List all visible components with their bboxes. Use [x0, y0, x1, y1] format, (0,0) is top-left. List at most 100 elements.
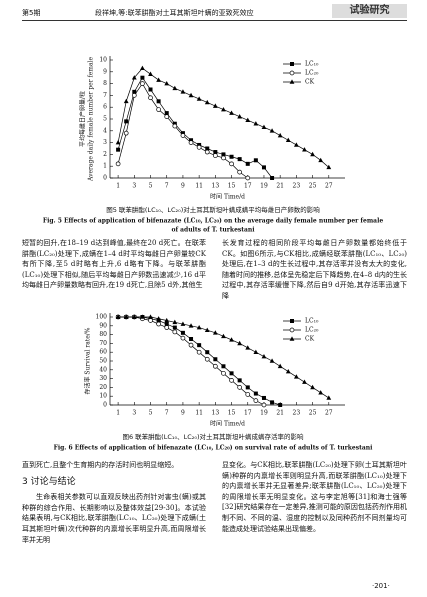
x-tick-label: 11: [195, 410, 203, 417]
y-tick-label: 6: [103, 104, 107, 111]
marker: [212, 330, 218, 335]
figure-caption-en: of adults of T. turkestani: [171, 227, 255, 234]
x-tick-label: 11: [195, 183, 203, 190]
legend-marker: [289, 70, 295, 76]
marker: [180, 133, 186, 138]
marker: [115, 314, 121, 319]
marker: [237, 340, 243, 346]
x-tick-label: 21: [276, 183, 284, 190]
paragraph: 短暂的回升,在18–19 d达到峰值,最终在20 d死亡。在联苯肼酯(LC₂₀)…: [22, 239, 206, 290]
marker: [205, 350, 210, 355]
marker: [131, 93, 137, 98]
marker: [164, 111, 169, 116]
x-tick-label: 19: [260, 410, 268, 417]
marker: [204, 327, 210, 332]
marker: [318, 157, 324, 163]
paragraph: 长发育过程的相同阶段平均每雌日产卵数量都始终低于CK。如图6所示,与CK相比,成…: [222, 239, 407, 300]
marker: [140, 75, 145, 80]
paragraph: 直到死亡,且整个生育期内的存活时间也明显缩短。: [22, 461, 179, 469]
marker: [237, 385, 243, 390]
x-tick-label: 3: [132, 183, 136, 190]
marker: [156, 77, 162, 82]
y-axis-label: 存活率 Survival rate/%: [84, 327, 92, 394]
marker: [140, 314, 145, 319]
y-tick-label: 30: [99, 375, 107, 382]
marker: [270, 176, 275, 180]
x-tick-label: 1: [116, 410, 120, 417]
marker: [293, 142, 299, 147]
marker: [132, 89, 137, 94]
x-tick-label: 13: [212, 410, 220, 417]
y-axis-label: 平均每雌日产卵量/粒: [79, 91, 87, 147]
x-axis-label: 时间 Time/d: [210, 420, 245, 428]
y-tick-label: 0: [103, 402, 107, 409]
marker: [196, 324, 202, 330]
marker: [124, 119, 129, 124]
page-number: ·201·: [372, 582, 390, 590]
marker: [326, 395, 332, 400]
marker: [245, 392, 251, 397]
marker: [302, 147, 307, 152]
legend-label: LC₂₀: [305, 327, 319, 334]
marker: [172, 329, 178, 335]
marker: [180, 335, 186, 341]
marker: [221, 370, 226, 376]
x-tick-label: 7: [165, 183, 169, 190]
marker: [277, 363, 283, 369]
marker: [270, 400, 275, 405]
x-tick-label: 15: [228, 183, 236, 190]
marker: [131, 75, 137, 80]
marker: [245, 175, 251, 181]
legend-marker: [290, 62, 294, 66]
running-title: 段祥坤,等:联苯肼酯对土耳其斯坦叶螨的亚致死效应: [95, 9, 254, 17]
marker: [196, 349, 202, 355]
x-tick-label: 13: [212, 183, 220, 190]
marker: [148, 318, 153, 323]
x-tick-label: 23: [293, 410, 301, 417]
marker: [140, 81, 145, 86]
marker: [148, 71, 153, 76]
marker: [123, 130, 129, 136]
marker: [229, 378, 234, 383]
marker: [245, 385, 250, 390]
marker: [148, 95, 153, 101]
issue: 第5期: [22, 9, 41, 17]
marker: [204, 149, 210, 155]
marker: [326, 164, 332, 170]
marker: [285, 368, 291, 374]
y-tick-label: 0: [103, 175, 107, 182]
marker: [140, 65, 145, 71]
x-tick-label: 1: [116, 183, 120, 190]
marker: [204, 356, 210, 362]
marker: [180, 131, 185, 136]
paragraph: 生命表相关参数可以直观反映出药剂针对害虫(螨)或其种群的综合作用、长期影响以及整…: [22, 493, 206, 544]
x-axis-label: 时间 Time/d: [210, 193, 245, 201]
marker: [237, 114, 243, 119]
marker: [164, 325, 170, 330]
marker: [261, 402, 267, 408]
marker: [196, 96, 202, 101]
marker: [116, 147, 121, 152]
marker: [123, 98, 129, 104]
marker: [164, 81, 170, 86]
figure-caption: 图5 联苯肼酯(LC₁₀、LC₂₀)对土耳其斯坦叶螨成螨平均每雌日产卵数的影响: [106, 205, 320, 214]
legend-label: CK: [305, 79, 315, 86]
marker: [148, 314, 153, 319]
marker: [212, 363, 218, 369]
y-tick-label: 5: [103, 116, 107, 123]
x-tick-label: 5: [149, 410, 153, 417]
figure-caption: 图6 联苯肼酯(LC₁₀、LC₂₀)对土耳其斯坦叶螨成螨存活率的影响: [122, 432, 304, 441]
y-tick-label: 80: [99, 331, 107, 338]
section-heading: 3 讨论与结论: [22, 476, 76, 487]
marker: [221, 155, 226, 161]
marker: [188, 140, 194, 145]
y-tick-label: 10: [99, 393, 107, 400]
legend-label: LC₁₀: [305, 318, 319, 325]
marker: [156, 107, 161, 112]
marker: [172, 319, 178, 325]
marker: [213, 357, 218, 362]
series-line: [117, 82, 248, 179]
marker: [253, 121, 259, 126]
